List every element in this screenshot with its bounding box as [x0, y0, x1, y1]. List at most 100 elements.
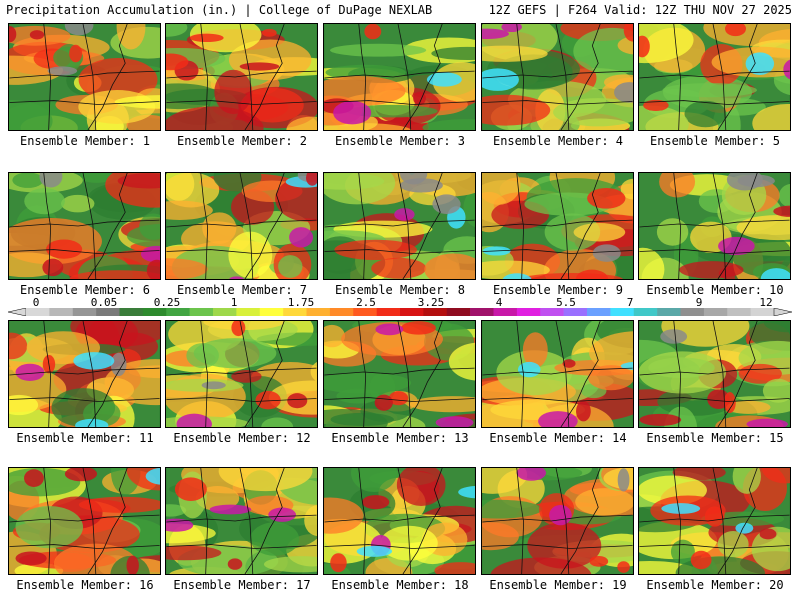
ensemble-map-panel [323, 23, 476, 131]
ensemble-map-panel [8, 172, 161, 280]
ensemble-member-label: Ensemble Member: 1 [19, 134, 151, 148]
ensemble-member-label: Ensemble Member: 11 [16, 431, 154, 445]
colorbar-swatch [727, 308, 751, 316]
colorbar-swatch [610, 308, 635, 316]
ensemble-member-label: Ensemble Member: 20 [646, 578, 784, 592]
colorbar-swatch [259, 308, 284, 316]
precipitation-field [639, 321, 790, 427]
colorbar-swatch [750, 308, 775, 316]
ensemble-map-panel [638, 23, 791, 131]
colorbar-tick-label: 7 [626, 296, 634, 309]
precipitation-field [482, 321, 633, 427]
ensemble-member-label: Ensemble Member: 14 [489, 431, 627, 445]
colorbar-swatch [72, 308, 97, 316]
colorbar-swatch [470, 308, 494, 316]
colorbar-swatch [703, 308, 728, 316]
colorbar-swatch [189, 308, 214, 316]
precipitation-field [9, 173, 160, 279]
ensemble-map-panel [638, 172, 791, 280]
ensemble-member-label: Ensemble Member: 12 [173, 431, 311, 445]
ensemble-member-label: Ensemble Member: 3 [334, 134, 466, 148]
ensemble-map-panel [165, 320, 318, 428]
valid-time-label: 12Z GEFS | F264 Valid: 12Z THU NOV 27 20… [488, 3, 792, 17]
precipitation-colorbar: 0 0.05 0.25 1 1.75 2.5 3.25 4 5.5 7 9 12 [8, 296, 792, 318]
colorbar-swatch [540, 308, 564, 316]
ensemble-member-label: Ensemble Member: 7 [176, 283, 308, 297]
ensemble-map-panel [165, 23, 318, 131]
colorbar-tick-label: 1 [230, 296, 238, 309]
colorbar-tick-label: 0 [32, 296, 40, 309]
colorbar-tick-label: 4 [495, 296, 503, 309]
ensemble-map-panel [481, 320, 634, 428]
ensemble-map-panel [323, 172, 476, 280]
precipitation-field [9, 468, 160, 574]
precipitation-field [639, 24, 790, 130]
ensemble-map-panel [481, 23, 634, 131]
colorbar-swatch [423, 308, 448, 316]
ensemble-map-panel [165, 172, 318, 280]
colorbar-swatch [376, 308, 401, 316]
ensemble-map-panel [638, 467, 791, 575]
ensemble-map-panel [481, 467, 634, 575]
ensemble-member-label: Ensemble Member: 5 [649, 134, 781, 148]
precipitation-field [482, 173, 633, 279]
ensemble-member-label: Ensemble Member: 18 [331, 578, 469, 592]
ensemble-map-panel [323, 467, 476, 575]
precipitation-field [166, 24, 317, 130]
colorbar-swatch [283, 308, 307, 316]
colorbar-tick-label: 3.25 [417, 296, 445, 309]
precipitation-field [639, 468, 790, 574]
ensemble-member-label: Ensemble Member: 10 [646, 283, 784, 297]
colorbar-swatch [26, 308, 50, 316]
colorbar-swatch [306, 308, 331, 316]
ensemble-member-label: Ensemble Member: 6 [19, 283, 151, 297]
colorbar-swatch [563, 308, 588, 316]
ensemble-member-label: Ensemble Member: 15 [646, 431, 784, 445]
precipitation-field [482, 24, 633, 130]
colorbar-swatch [236, 308, 261, 316]
colorbar-swatch [142, 308, 167, 316]
colorbar-swatch [446, 308, 471, 316]
colorbar-tick-label: 0.25 [153, 296, 181, 309]
precipitation-field [324, 173, 475, 279]
ensemble-member-label: Ensemble Member: 4 [492, 134, 624, 148]
colorbar-scale [8, 308, 792, 316]
ensemble-map-panel [8, 320, 161, 428]
colorbar-tick-label: 1.75 [287, 296, 315, 309]
precipitation-field [639, 173, 790, 279]
colorbar-tick-label: 5.5 [556, 296, 576, 309]
precipitation-field [9, 321, 160, 427]
ensemble-map-panel [8, 23, 161, 131]
ensemble-member-label: Ensemble Member: 17 [173, 578, 311, 592]
colorbar-swatch [96, 308, 120, 316]
ensemble-member-label: Ensemble Member: 13 [331, 431, 469, 445]
colorbar-swatch [680, 308, 705, 316]
colorbar-tick-label: 2.5 [356, 296, 376, 309]
ensemble-member-label: Ensemble Member: 2 [176, 134, 308, 148]
precipitation-field [166, 468, 317, 574]
colorbar-swatch [657, 308, 681, 316]
ensemble-member-label: Ensemble Member: 19 [489, 578, 627, 592]
colorbar-swatch [213, 308, 237, 316]
colorbar-swatch [587, 308, 611, 316]
precipitation-field [482, 468, 633, 574]
precipitation-field [324, 321, 475, 427]
colorbar-swatch [329, 308, 354, 316]
ensemble-map-panel [323, 320, 476, 428]
ensemble-member-label: Ensemble Member: 8 [334, 283, 466, 297]
colorbar-tick-label: 12 [759, 296, 773, 309]
colorbar-swatch [49, 308, 74, 316]
precipitation-field [166, 321, 317, 427]
chart-title: Precipitation Accumulation (in.) | Colle… [6, 3, 433, 17]
colorbar-left-arrow [8, 308, 27, 316]
ensemble-map-panel [481, 172, 634, 280]
colorbar-swatch [493, 308, 518, 316]
ensemble-member-label: Ensemble Member: 16 [16, 578, 154, 592]
colorbar-tick-label: 9 [695, 296, 703, 309]
colorbar-swatch [353, 308, 377, 316]
colorbar-swatch [166, 308, 190, 316]
precipitation-field [324, 468, 475, 574]
colorbar-swatch [400, 308, 424, 316]
colorbar-tick-label: 0.05 [90, 296, 118, 309]
precipitation-field [324, 24, 475, 130]
